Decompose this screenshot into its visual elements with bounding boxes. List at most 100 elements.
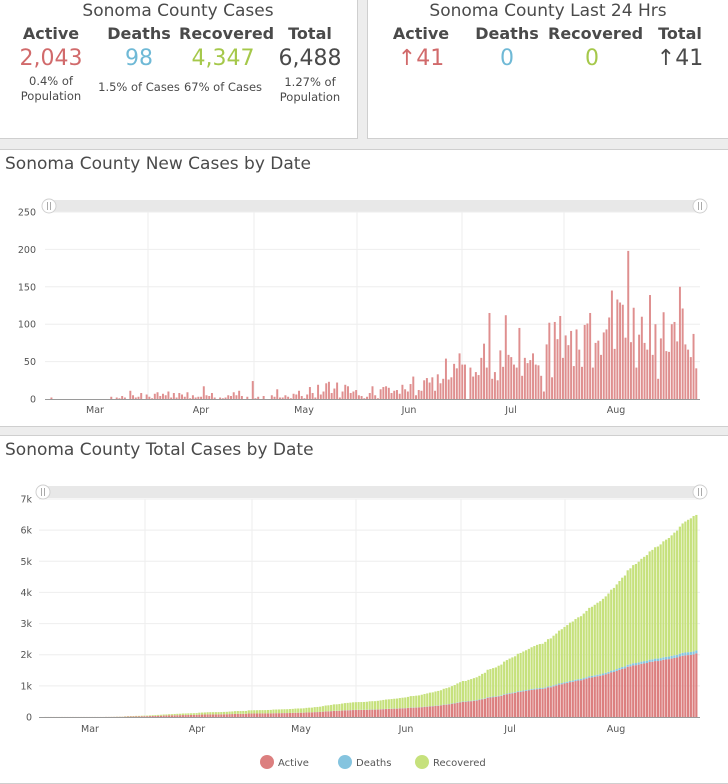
recovered-bar-segment[interactable]: [399, 698, 401, 708]
deaths-bar-segment[interactable]: [533, 689, 535, 690]
new-cases-bar[interactable]: [412, 377, 414, 399]
recovered-bar-segment[interactable]: [404, 697, 406, 708]
active-bar-segment[interactable]: [476, 701, 478, 717]
new-cases-bar[interactable]: [363, 398, 365, 399]
active-bar-segment[interactable]: [588, 678, 590, 717]
recovered-bar-segment[interactable]: [462, 681, 464, 701]
recovered-bar-segment[interactable]: [143, 716, 145, 717]
recovered-bar-segment[interactable]: [336, 704, 338, 710]
new-cases-bar[interactable]: [276, 389, 278, 399]
active-bar-segment[interactable]: [640, 664, 642, 717]
deaths-bar-segment[interactable]: [605, 673, 607, 675]
recovered-bar-segment[interactable]: [297, 708, 299, 712]
new-cases-bar[interactable]: [464, 365, 466, 399]
new-cases-bar[interactable]: [331, 393, 333, 399]
new-cases-bar[interactable]: [382, 387, 384, 399]
active-bar-segment[interactable]: [201, 715, 203, 717]
new-cases-bar[interactable]: [336, 383, 338, 399]
deaths-bar-segment[interactable]: [531, 689, 533, 690]
active-bar-segment[interactable]: [196, 715, 198, 717]
recovered-bar-segment[interactable]: [366, 702, 368, 710]
new-cases-bar[interactable]: [614, 349, 616, 399]
new-cases-bar[interactable]: [404, 389, 406, 399]
new-cases-bar[interactable]: [674, 322, 676, 399]
new-cases-bar[interactable]: [567, 345, 569, 399]
new-cases-bar[interactable]: [423, 380, 425, 399]
recovered-bar-segment[interactable]: [657, 547, 659, 659]
deaths-bar-segment[interactable]: [566, 682, 568, 683]
new-cases-bar[interactable]: [350, 393, 352, 399]
active-bar-segment[interactable]: [585, 679, 587, 717]
active-bar-segment[interactable]: [410, 708, 412, 717]
active-bar-segment[interactable]: [616, 671, 618, 717]
recovered-bar-segment[interactable]: [325, 706, 327, 712]
deaths-bar-segment[interactable]: [541, 688, 543, 689]
active-bar-segment[interactable]: [498, 696, 500, 717]
new-cases-bar[interactable]: [420, 391, 422, 399]
new-cases-bar[interactable]: [401, 385, 403, 399]
active-bar-segment[interactable]: [390, 709, 392, 717]
new-cases-bar[interactable]: [442, 379, 444, 399]
new-cases-bar[interactable]: [644, 343, 646, 399]
new-cases-bar[interactable]: [355, 390, 357, 399]
new-cases-bar[interactable]: [263, 396, 265, 399]
new-cases-bar[interactable]: [450, 377, 452, 399]
active-bar-segment[interactable]: [355, 710, 357, 717]
new-cases-bar[interactable]: [638, 335, 640, 399]
active-bar-segment[interactable]: [503, 695, 505, 717]
recovered-bar-segment[interactable]: [566, 625, 568, 682]
deaths-bar-segment[interactable]: [668, 657, 670, 660]
active-bar-segment[interactable]: [193, 715, 195, 717]
active-bar-segment[interactable]: [319, 712, 321, 717]
active-bar-segment[interactable]: [509, 694, 511, 717]
recovered-bar-segment[interactable]: [341, 704, 343, 711]
recovered-bar-segment[interactable]: [333, 704, 335, 710]
recovered-bar-segment[interactable]: [437, 691, 439, 706]
active-bar-segment[interactable]: [618, 670, 620, 717]
active-bar-segment[interactable]: [231, 714, 233, 717]
recovered-bar-segment[interactable]: [522, 652, 524, 691]
active-bar-segment[interactable]: [275, 713, 277, 717]
active-bar-segment[interactable]: [209, 714, 211, 717]
deaths-bar-segment[interactable]: [632, 663, 634, 665]
deaths-bar-segment[interactable]: [607, 672, 609, 674]
new-cases-bar[interactable]: [208, 396, 210, 399]
deaths-bar-segment[interactable]: [514, 692, 516, 693]
deaths-bar-segment[interactable]: [594, 675, 596, 677]
new-cases-bar[interactable]: [502, 367, 504, 399]
recovered-bar-segment[interactable]: [330, 705, 332, 711]
recovered-bar-segment[interactable]: [583, 614, 585, 678]
active-bar-segment[interactable]: [185, 715, 187, 717]
active-bar-segment[interactable]: [212, 714, 214, 717]
active-bar-segment[interactable]: [272, 713, 274, 717]
active-bar-segment[interactable]: [217, 714, 219, 717]
new-cases-bar[interactable]: [429, 383, 431, 399]
recovered-bar-segment[interactable]: [388, 699, 390, 708]
active-bar-segment[interactable]: [646, 663, 648, 717]
recovered-bar-segment[interactable]: [492, 668, 494, 696]
deaths-bar-segment[interactable]: [544, 687, 546, 688]
active-bar-segment[interactable]: [239, 714, 241, 717]
new-cases-bar[interactable]: [649, 295, 651, 399]
new-cases-bar[interactable]: [573, 366, 575, 399]
new-cases-bar[interactable]: [488, 313, 490, 399]
recovered-bar-segment[interactable]: [445, 688, 447, 704]
recovered-bar-segment[interactable]: [412, 696, 414, 707]
new-cases-bar[interactable]: [124, 398, 126, 399]
recovered-bar-segment[interactable]: [451, 686, 453, 703]
new-cases-bar[interactable]: [138, 397, 140, 399]
recovered-bar-segment[interactable]: [239, 711, 241, 714]
recovered-bar-segment[interactable]: [552, 636, 554, 686]
new-cases-bar[interactable]: [358, 395, 360, 399]
new-cases-bar[interactable]: [323, 392, 325, 399]
active-bar-segment[interactable]: [407, 708, 409, 717]
active-bar-segment[interactable]: [366, 710, 368, 717]
new-cases-bar[interactable]: [603, 332, 605, 399]
active-bar-segment[interactable]: [248, 714, 250, 717]
new-cases-bar[interactable]: [483, 344, 485, 399]
recovered-bar-segment[interactable]: [478, 676, 480, 700]
active-bar-segment[interactable]: [259, 713, 261, 717]
new-cases-bar[interactable]: [200, 397, 202, 399]
new-cases-bar[interactable]: [532, 353, 534, 399]
new-cases-bar[interactable]: [494, 372, 496, 399]
